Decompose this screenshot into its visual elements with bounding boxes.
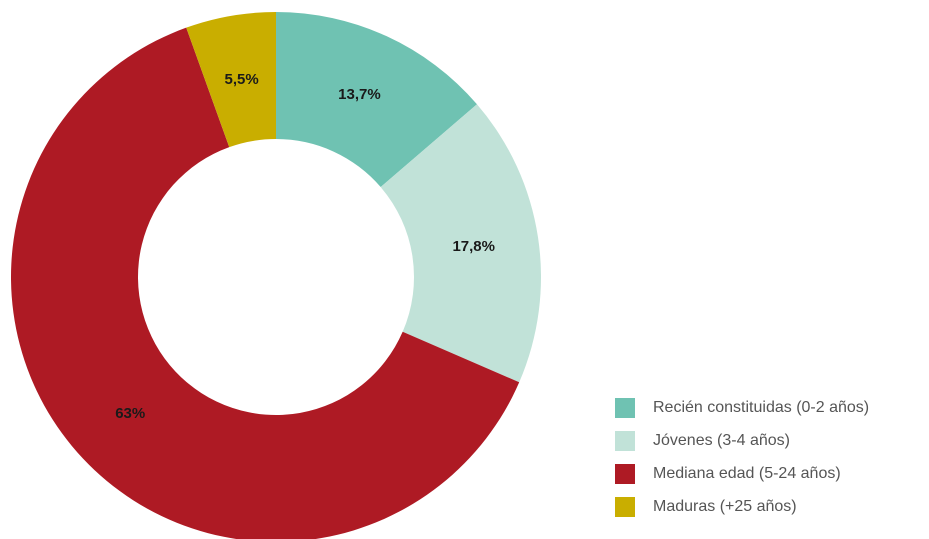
- legend-swatch: [615, 398, 635, 418]
- data-label: 5,5%: [225, 71, 259, 88]
- data-label: 17,8%: [452, 238, 495, 255]
- data-label: 13,7%: [338, 86, 381, 103]
- legend-swatch: [615, 464, 635, 484]
- legend-label: Recién constituidas (0-2 años): [653, 399, 869, 416]
- legend-label: Maduras (+25 años): [653, 498, 797, 515]
- legend-label: Mediana edad (5-24 años): [653, 465, 841, 482]
- donut-slice: [276, 12, 477, 188]
- legend-label: Jóvenes (3-4 años): [653, 432, 790, 449]
- legend-swatch: [615, 497, 635, 517]
- donut-slice: [380, 104, 541, 383]
- legend-swatch: [615, 431, 635, 451]
- donut-slice: [186, 12, 276, 148]
- donut-slice: [11, 27, 520, 539]
- data-label: 63%: [115, 405, 145, 422]
